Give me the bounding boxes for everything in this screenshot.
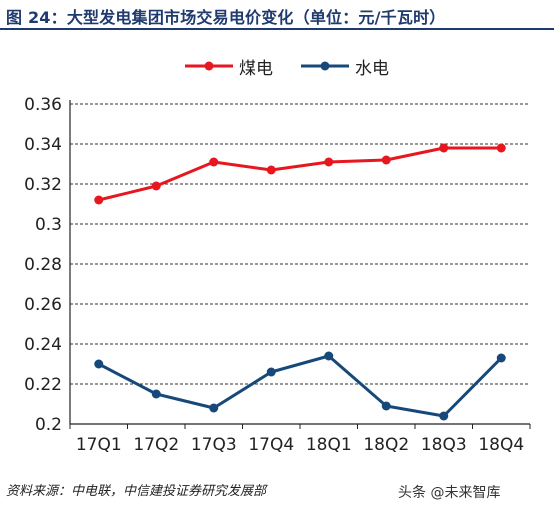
- legend-label-hydro: 水电: [355, 58, 389, 79]
- y-tick-label: 0.3: [35, 215, 62, 235]
- data-point-coal: [94, 195, 104, 205]
- x-tick-label: 17Q4: [248, 435, 294, 455]
- y-tick-label: 0.36: [24, 95, 62, 115]
- x-tick-label: 18Q4: [478, 435, 524, 455]
- x-tick-label: 18Q2: [363, 435, 409, 455]
- series-line-hydro: [98, 354, 503, 418]
- legend-label-coal: 煤电: [239, 58, 273, 79]
- x-tick-label: 17Q2: [133, 435, 179, 455]
- y-tick-label: 0.34: [24, 135, 62, 155]
- data-point-coal: [266, 165, 276, 175]
- legend-marker-hydro: [301, 61, 349, 71]
- x-tick-label: 17Q3: [191, 435, 237, 455]
- data-point-hydro: [381, 401, 391, 411]
- y-tick-label: 0.2: [35, 415, 62, 435]
- y-tick-label: 0.26: [24, 295, 62, 315]
- title-divider: [0, 28, 554, 30]
- data-point-hydro: [324, 351, 334, 361]
- line-chart: 0.2 0.22 0.24 0.26 0.28 0.3 0.32 0.34 0.36 17Q1 17…: [24, 95, 531, 455]
- data-point-hydro: [151, 389, 161, 399]
- legend-item-hydro: 水电: [299, 54, 389, 79]
- data-point-hydro: [496, 353, 506, 363]
- watermark-text: 头条 @未来智库: [398, 485, 501, 501]
- data-point-hydro: [209, 403, 219, 413]
- chart-legend: 煤电 水电: [183, 54, 415, 79]
- legend-marker-coal: [185, 61, 233, 71]
- data-point-coal: [496, 143, 506, 153]
- data-point-hydro: [266, 367, 276, 377]
- legend-item-coal: 煤电: [183, 54, 273, 79]
- series-line-coal: [98, 146, 502, 202]
- y-tick-label: 0.32: [24, 175, 62, 195]
- x-tick-label: 17Q1: [76, 435, 122, 455]
- x-tick-label: 18Q3: [421, 435, 467, 455]
- y-tick-label: 0.28: [24, 255, 62, 275]
- watermark: 头条 @未来智库: [398, 482, 500, 502]
- data-point-hydro: [94, 359, 104, 369]
- data-point-coal: [381, 155, 391, 165]
- y-tick-label: 0.22: [24, 375, 62, 395]
- data-point-coal: [439, 143, 449, 153]
- data-point-coal: [209, 157, 219, 167]
- data-point-hydro: [439, 411, 449, 421]
- data-point-coal: [151, 181, 161, 191]
- source-note: 资料来源：中电联，中信建投证券研究发展部: [6, 484, 267, 499]
- x-tick-label: 18Q1: [306, 435, 352, 455]
- data-point-coal: [324, 157, 334, 167]
- y-tick-label: 0.24: [24, 335, 62, 355]
- figure-title: 图 24：大型发电集团市场交易电价变化（单位：元/千瓦时）: [6, 8, 446, 27]
